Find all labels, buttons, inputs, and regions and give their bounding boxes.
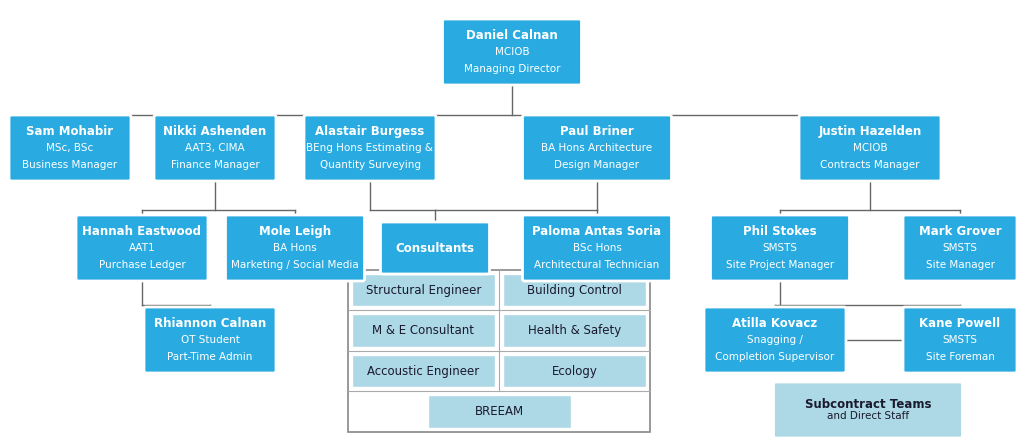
Text: Rhiannon Calnan: Rhiannon Calnan (154, 317, 266, 330)
Text: SMSTS: SMSTS (942, 243, 978, 253)
Text: Architectural Technician: Architectural Technician (535, 260, 659, 270)
Bar (352, 274, 495, 307)
FancyBboxPatch shape (304, 115, 436, 181)
Text: Daniel Calnan: Daniel Calnan (466, 29, 558, 42)
FancyBboxPatch shape (76, 215, 208, 281)
FancyBboxPatch shape (9, 115, 131, 181)
FancyBboxPatch shape (522, 215, 672, 281)
Text: AAT3, CIMA: AAT3, CIMA (185, 143, 245, 153)
Text: Subcontract Teams: Subcontract Teams (805, 398, 931, 411)
FancyBboxPatch shape (225, 215, 365, 281)
Text: Kane Powell: Kane Powell (920, 317, 1000, 330)
Text: Phil Stokes: Phil Stokes (743, 225, 817, 238)
Text: and Direct Staff: and Direct Staff (827, 411, 909, 421)
Text: BREEAM: BREEAM (474, 405, 523, 418)
Text: Ecology: Ecology (552, 365, 597, 378)
Text: OT Student: OT Student (180, 335, 240, 345)
Text: BA Hons Architecture: BA Hons Architecture (542, 143, 652, 153)
Text: Business Manager: Business Manager (23, 160, 118, 170)
Bar (427, 396, 570, 428)
FancyBboxPatch shape (144, 307, 276, 373)
Text: Part-Time Admin: Part-Time Admin (167, 352, 253, 362)
FancyBboxPatch shape (705, 307, 846, 373)
Text: Accoustic Engineer: Accoustic Engineer (368, 365, 479, 378)
Text: Health & Safety: Health & Safety (528, 324, 622, 337)
Text: SMSTS: SMSTS (942, 335, 978, 345)
FancyBboxPatch shape (799, 115, 941, 181)
Text: MCIOB: MCIOB (495, 47, 529, 57)
Text: Completion Supervisor: Completion Supervisor (716, 352, 835, 362)
Text: Structural Engineer: Structural Engineer (366, 284, 481, 297)
Text: Quantity Surveying: Quantity Surveying (319, 160, 421, 170)
Text: Nikki Ashenden: Nikki Ashenden (164, 125, 266, 138)
FancyBboxPatch shape (522, 115, 672, 181)
Text: Snagging /: Snagging / (748, 335, 803, 345)
Text: Marketing / Social Media: Marketing / Social Media (231, 260, 358, 270)
Text: Site Foreman: Site Foreman (926, 352, 994, 362)
Text: Finance Manager: Finance Manager (171, 160, 259, 170)
FancyBboxPatch shape (903, 215, 1017, 281)
Text: BEng Hons Estimating &: BEng Hons Estimating & (306, 143, 433, 153)
FancyBboxPatch shape (711, 215, 850, 281)
Text: MSc, BSc: MSc, BSc (46, 143, 93, 153)
Text: Managing Director: Managing Director (464, 64, 560, 74)
Text: Site Project Manager: Site Project Manager (726, 260, 835, 270)
Text: Justin Hazelden: Justin Hazelden (818, 125, 922, 138)
Text: AAT1: AAT1 (129, 243, 156, 253)
Text: SMSTS: SMSTS (763, 243, 798, 253)
Text: Hannah Eastwood: Hannah Eastwood (83, 225, 202, 238)
Text: Sam Mohabir: Sam Mohabir (27, 125, 114, 138)
Text: Contracts Manager: Contracts Manager (820, 160, 920, 170)
Text: BSc Hons: BSc Hons (572, 243, 622, 253)
Bar (503, 355, 646, 388)
Text: Mole Leigh: Mole Leigh (259, 225, 331, 238)
FancyBboxPatch shape (442, 19, 582, 85)
Text: Paul Briner: Paul Briner (560, 125, 634, 138)
Bar (352, 355, 495, 388)
Bar (503, 315, 646, 347)
Text: M & E Consultant: M & E Consultant (373, 324, 474, 337)
Bar (348, 270, 650, 432)
FancyBboxPatch shape (773, 382, 963, 438)
Text: Design Manager: Design Manager (555, 160, 640, 170)
Text: Paloma Antas Soria: Paloma Antas Soria (532, 225, 662, 238)
Text: Purchase Ledger: Purchase Ledger (98, 260, 185, 270)
FancyBboxPatch shape (903, 307, 1017, 373)
Text: Atilla Kovacz: Atilla Kovacz (732, 317, 817, 330)
Text: BA Hons: BA Hons (273, 243, 316, 253)
Bar (503, 274, 646, 307)
Text: MCIOB: MCIOB (853, 143, 888, 153)
Text: Site Manager: Site Manager (926, 260, 994, 270)
Text: Alastair Burgess: Alastair Burgess (315, 125, 425, 138)
FancyBboxPatch shape (154, 115, 276, 181)
Text: Consultants: Consultants (395, 242, 474, 254)
Text: Mark Grover: Mark Grover (919, 225, 1001, 238)
Text: Building Control: Building Control (527, 284, 622, 297)
Bar (352, 315, 495, 347)
FancyBboxPatch shape (381, 222, 489, 274)
